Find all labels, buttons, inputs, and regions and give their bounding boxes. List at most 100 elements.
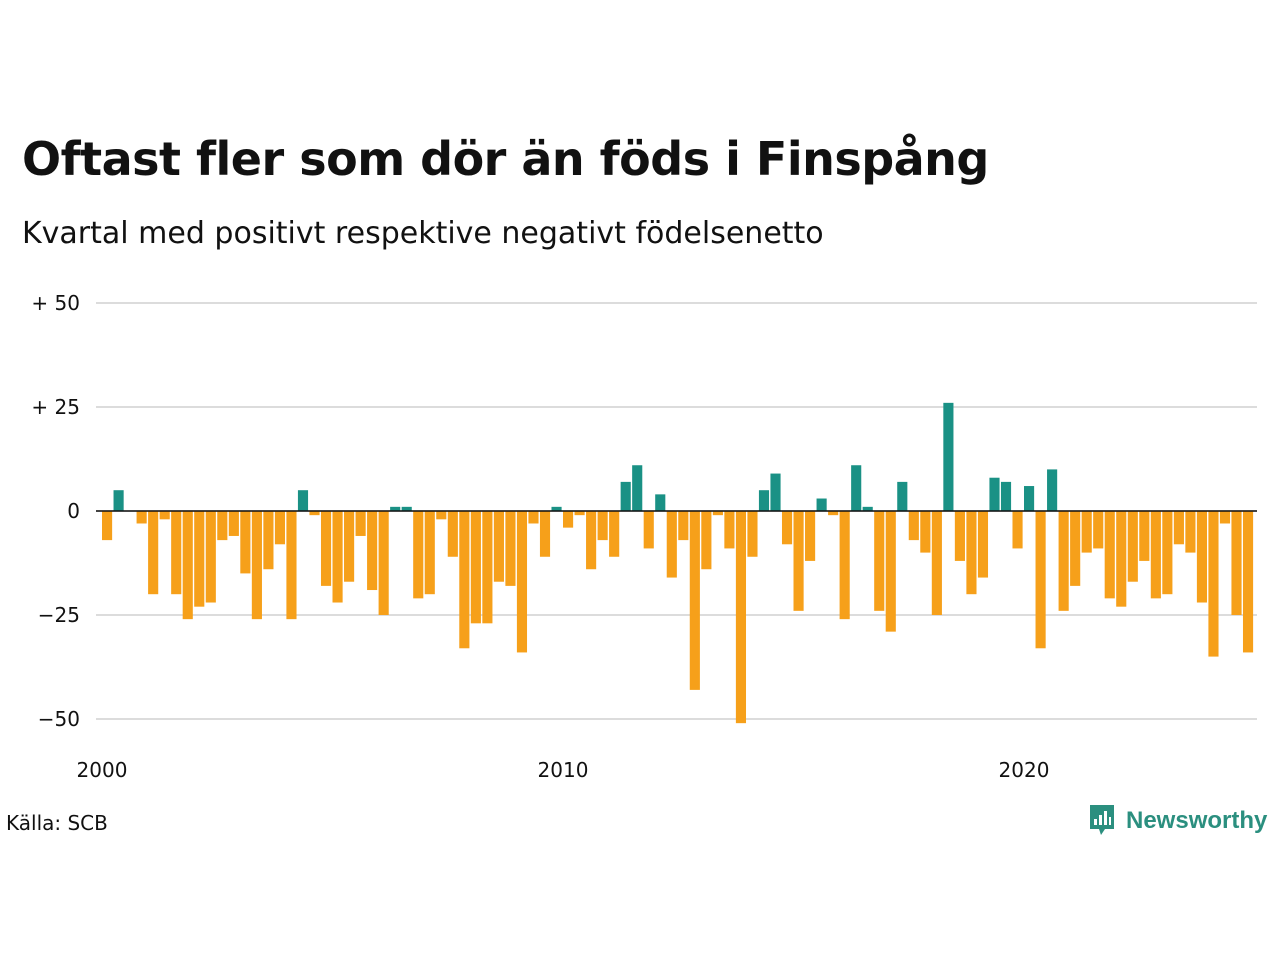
bar [1242,511,1254,653]
bar [505,511,516,586]
bar [113,490,124,511]
bar [1035,511,1046,649]
bar [205,511,216,603]
brand-logo: Newsworthy [1088,803,1267,839]
bar [609,511,620,557]
bar [805,511,816,561]
bar [159,511,170,520]
bar [701,511,712,570]
bar [1104,511,1115,599]
bar [320,511,332,586]
bar [378,511,389,615]
bar [828,511,839,516]
bar [217,511,228,541]
bar [643,511,654,549]
y-tick-label: 0 [67,499,80,523]
bar [263,511,274,570]
bar [1162,511,1173,595]
bar [874,511,885,611]
bar [908,511,919,541]
bar [470,511,481,624]
y-tick-label: + 50 [31,291,80,315]
x-tick-label: 2010 [538,758,589,782]
bar [182,511,193,620]
bar [954,511,965,561]
bar [251,511,262,620]
bar [816,498,827,511]
bar [563,511,574,528]
bar [989,477,1000,511]
bar [171,511,182,595]
chart-title: Oftast fler som dör än föds i Finspång [22,132,989,186]
bar [1081,511,1092,553]
bar [482,511,493,624]
source-note: Källa: SCB [6,811,108,835]
bar [401,506,412,511]
bar-chart: + 50 + 25 0 −25 −50 2000 2010 2020 [31,291,1257,782]
bar [678,511,689,541]
bar [459,511,470,649]
bar [367,511,378,591]
bars [102,402,1254,724]
bar [920,511,931,553]
y-tick-label: −50 [38,707,80,731]
bar [943,402,954,511]
bar [851,465,862,511]
bar [770,473,781,511]
bar [1024,486,1035,511]
brand-name: Newsworthy [1126,807,1268,834]
bar [897,481,908,511]
bar [966,511,977,595]
bar [1150,511,1161,599]
bar [148,511,159,595]
bar [1185,511,1196,553]
bar [286,511,297,620]
chart-subtitle: Kvartal med positivt respektive negativt… [22,216,824,251]
bar [977,511,989,578]
bar [793,511,804,611]
bar [390,506,401,511]
bar [332,511,343,603]
y-tick-label: + 25 [31,395,80,419]
bar [839,511,850,620]
bar [586,511,597,570]
bar [666,511,677,578]
bar [447,511,458,557]
bar [862,506,873,511]
bar [781,511,793,545]
bar [931,511,942,615]
bar [620,481,631,511]
x-tick-label: 2000 [77,758,128,782]
bar [424,511,435,595]
bar [747,511,758,557]
bar [493,511,504,582]
bar [528,511,539,524]
x-axis-ticks: 2000 2010 2020 [77,758,1050,782]
x-tick-label: 2020 [999,758,1050,782]
bar [574,511,585,516]
y-tick-label: −25 [38,603,80,627]
bar [297,490,309,511]
y-axis-ticks: + 50 + 25 0 −25 −50 [31,291,80,731]
bar [632,465,643,511]
bar [1058,511,1069,611]
bar [1231,511,1242,615]
bar [1116,511,1127,607]
bar [551,506,562,511]
bar [597,511,608,541]
bar [309,511,320,516]
bar [1208,511,1219,657]
bar [1000,481,1012,511]
bar [1070,511,1081,586]
bar [539,511,551,557]
bar [735,511,747,724]
bar [413,511,424,599]
bar [355,511,366,536]
bar [194,511,205,607]
bar [758,490,770,511]
bar [1139,511,1150,561]
bar [102,511,113,541]
bar-chart-speech-icon [1090,805,1114,835]
bar [885,511,896,632]
bar [689,511,700,690]
